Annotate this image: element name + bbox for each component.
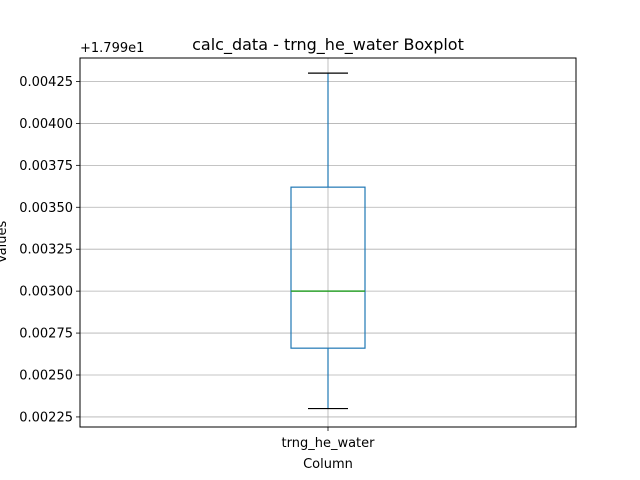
y-offset-text: +1.799e1 (80, 41, 144, 56)
box-iqr (290, 186, 366, 349)
y-tick-label: 0.00325 (19, 243, 73, 258)
y-tick-label: 0.00375 (19, 159, 73, 174)
x-axis-label: Column (303, 457, 353, 472)
x-axis-ticks: trng_he_water (282, 427, 376, 451)
y-tick-label: 0.00225 (19, 410, 73, 425)
y-tick-label: 0.00425 (19, 75, 73, 90)
chart-title: calc_data - trng_he_water Boxplot (192, 35, 464, 55)
y-tick-label: 0.00350 (19, 201, 73, 216)
x-tick-label: trng_he_water (282, 436, 376, 451)
y-axis-label: Values (0, 221, 10, 264)
y-tick-label: 0.00275 (19, 327, 73, 342)
y-tick-label: 0.00300 (19, 285, 73, 300)
plot-area (290, 72, 366, 410)
y-tick-label: 0.00250 (19, 369, 73, 384)
y-tick-label: 0.00400 (19, 117, 73, 132)
y-axis-ticks: 0.00225 0.00250 0.00275 0.00300 0.00325 0.003… (19, 75, 80, 425)
